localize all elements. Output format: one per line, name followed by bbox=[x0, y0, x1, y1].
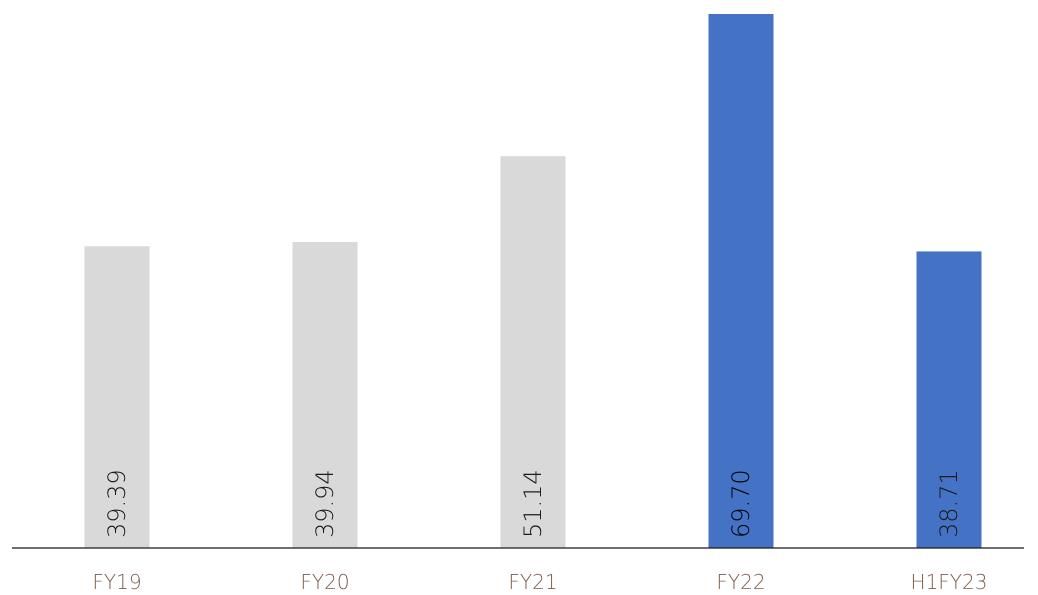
bar-fy20 bbox=[292, 242, 358, 548]
value-labels-layer: 39.39 39.94 51.14 69.70 38.71 bbox=[103, 469, 963, 538]
bar-value-label: 69.70 bbox=[727, 469, 755, 538]
x-tick-label: H1FY23 bbox=[911, 570, 988, 594]
x-tick-label: FY19 bbox=[92, 570, 141, 594]
category-labels-layer: FY19 FY20 FY21 FY22 H1FY23 bbox=[92, 570, 987, 594]
bar-fy19 bbox=[84, 246, 150, 548]
bars-layer bbox=[84, 14, 982, 549]
bar-value-label: 39.94 bbox=[311, 469, 339, 538]
x-tick-label: FY21 bbox=[508, 570, 557, 594]
x-tick-label: FY20 bbox=[300, 570, 349, 594]
bar-h1fy23 bbox=[916, 251, 982, 548]
x-tick-label: FY22 bbox=[716, 570, 765, 594]
bar-value-label: 51.14 bbox=[519, 469, 547, 538]
bar-fy22 bbox=[708, 14, 774, 548]
bar-value-label: 39.39 bbox=[103, 469, 131, 538]
bar-value-label: 38.71 bbox=[935, 469, 963, 538]
bar-fy21 bbox=[500, 156, 566, 549]
